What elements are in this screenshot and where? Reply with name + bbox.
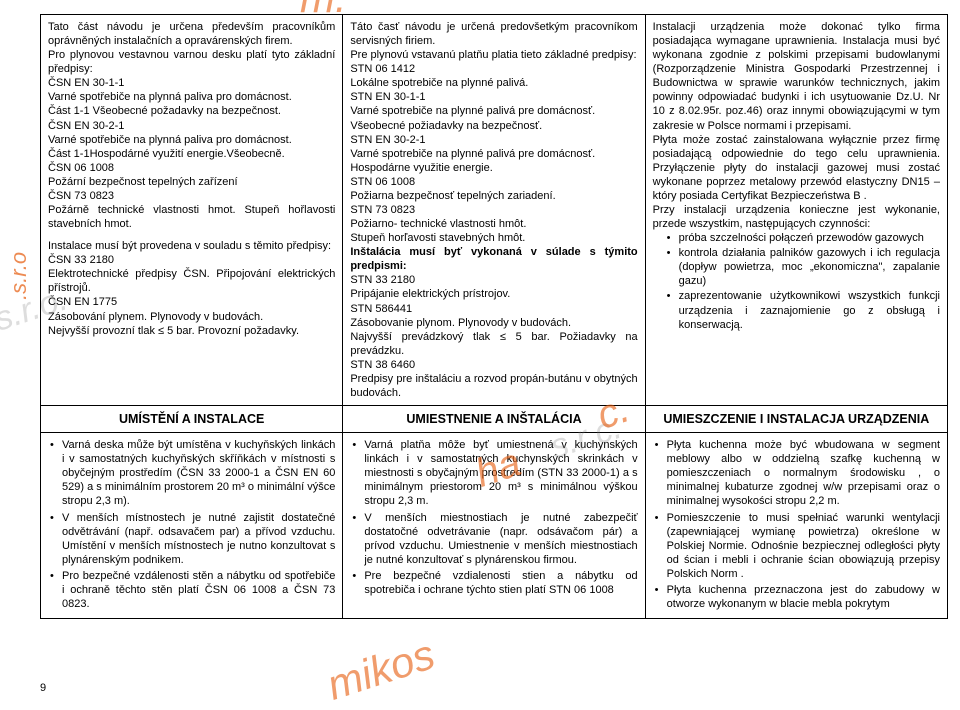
- c2-p14: Požiarno- technické vlastnosti hmôt.: [350, 217, 637, 231]
- c1-p10: Požární bezpečnost tepelných zařízení: [48, 175, 335, 189]
- watermark-mikos: mikos: [321, 630, 440, 710]
- c2-bb3: Pre bezpečné vzdialenosti stien a nábytk…: [350, 569, 637, 597]
- c1-p3: ČSN EN 30-1-1: [48, 76, 335, 90]
- c3-p1: Instalacji urządzenia może dokonać tylko…: [653, 20, 940, 133]
- c3-list: próba szczelności połączeń przewodów gaz…: [653, 231, 940, 332]
- c2-p3: STN 06 1412: [350, 62, 637, 76]
- c1-bb2: V menších místnostech je nutné zajistit …: [48, 511, 335, 567]
- col3-top: Instalacji urządzenia może dokonać tylko…: [645, 15, 947, 406]
- c1-bb1: Varná deska může být umístěna v kuchyňsk…: [48, 438, 335, 508]
- c1-p6: ČSN EN 30-2-1: [48, 119, 335, 133]
- c2-p19: STN 586441: [350, 302, 637, 316]
- c2-p6: Varné spotrebiče na plynné palivá pre do…: [350, 104, 637, 118]
- hdr3: UMIESZCZENIE I INSTALACJA URZĄDZENIA: [645, 406, 947, 433]
- c2-blist: Varná platňa môže byť umiestnená v kuchy…: [350, 438, 637, 597]
- c1-p15: Elektrotechnické předpisy ČSN. Připojová…: [48, 267, 335, 295]
- c2-p20: Zásobovanie plynom. Plynovody v budovách…: [350, 316, 637, 330]
- c1-p8: Část 1-1Hospodárné využití energie.Všeob…: [48, 147, 335, 161]
- c1-p7: Varné spotřebiče na plynná paliva pro do…: [48, 133, 335, 147]
- c1-p2: Pro plynovou vestavnou varnou desku plat…: [48, 48, 335, 76]
- c1-bb3: Pro bezpečné vzdálenosti stěn a nábytku …: [48, 569, 335, 611]
- c2-p7: Všeobecné požiadavky na bezpečnosť.: [350, 119, 637, 133]
- c3-bb3: Płyta kuchenna przeznaczona jest do zabu…: [653, 583, 940, 611]
- c2-p12: Požiarna bezpečnosť tepelných zariadení.: [350, 189, 637, 203]
- watermark-side: .s.r.o: [6, 252, 32, 300]
- c1-p12: Požárně technické vlastnosti hmot. Stupe…: [48, 203, 335, 231]
- c3-b3: zaprezentowanie użytkownikowi wszystkich…: [665, 289, 940, 331]
- hdr2: UMIESTNENIE A INŠTALÁCIA: [343, 406, 645, 433]
- c3-blist: Płyta kuchenna może być wbudowana w segm…: [653, 438, 940, 611]
- c3-b1: próba szczelności połączeń przewodów gaz…: [665, 231, 940, 245]
- c2-bb1: Varná platňa môže byť umiestnená v kuchy…: [350, 438, 637, 508]
- c1-p5: Část 1-1 Všeobecné požadavky na bezpečno…: [48, 104, 335, 118]
- c2-bb2: V menších miestnostiach je nutné zabezpe…: [350, 511, 637, 567]
- c1-p11: ČSN 73 0823: [48, 189, 335, 203]
- c3-bb1: Płyta kuchenna może być wbudowana w segm…: [653, 438, 940, 508]
- c2-p11: STN 06 1008: [350, 175, 637, 189]
- content-table: Tato část návodu je určena především pra…: [40, 14, 948, 619]
- c2-p9: Varné spotrebiče na plynné palivá pre do…: [350, 147, 637, 161]
- col1-bot: Varná deska může být umístěna v kuchyňsk…: [41, 433, 343, 619]
- c1-p17: Zásobování plynem. Plynovody v budovách.: [48, 310, 335, 324]
- c3-p2: Płyta może zostać zainstalowana wyłączni…: [653, 133, 940, 203]
- c1-blist: Varná deska může být umístěna v kuchyňsk…: [48, 438, 335, 611]
- c2-p21: Najvyšší prevádzkový tlak ≤ 5 bar. Požia…: [350, 330, 637, 358]
- col1-top: Tato část návodu je určena především pra…: [41, 15, 343, 406]
- col2-top: Táto časť návodu je určená predovšetkým …: [343, 15, 645, 406]
- col3-bot: Płyta kuchenna może być wbudowana w segm…: [645, 433, 947, 619]
- c1-p13: Instalace musí být provedena v souladu s…: [48, 239, 335, 253]
- c2-p16: Inštalácia musí byť vykonaná v súlade s …: [350, 245, 637, 273]
- c2-p1: Táto časť návodu je určená predovšetkým …: [350, 20, 637, 48]
- c2-p5: STN EN 30-1-1: [350, 90, 637, 104]
- c1-p16: ČSN EN 1775: [48, 295, 335, 309]
- c2-p23: Predpisy pre inštaláciu a rozvod propán-…: [350, 372, 637, 400]
- hdr1: UMÍSTĚNÍ A INSTALACE: [41, 406, 343, 433]
- c3-b2: kontrola działania palników gazowych i i…: [665, 246, 940, 288]
- c1-p14: ČSN 33 2180: [48, 253, 335, 267]
- c3-p3: Przy instalacji urządzenia konieczne jes…: [653, 203, 940, 231]
- c2-p10: Hospodárne využitie energie.: [350, 161, 637, 175]
- c1-p4: Varné spotřebiče na plynná paliva pro do…: [48, 90, 335, 104]
- col2-bot: Varná platňa môže byť umiestnená v kuchy…: [343, 433, 645, 619]
- c2-p15: Stupeň horľavosti stavebných hmôt.: [350, 231, 637, 245]
- c3-bb2: Pomieszczenie to musi spełniać warunki w…: [653, 511, 940, 581]
- c2-p4: Lokálne spotrebiče na plynné palivá.: [350, 76, 637, 90]
- c2-p17: STN 33 2180: [350, 273, 637, 287]
- c2-p2: Pre plynovú vstavanú platňu platia tieto…: [350, 48, 637, 62]
- c2-p18: Pripájanie elektrických prístrojov.: [350, 287, 637, 301]
- c2-p22: STN 38 6460: [350, 358, 637, 372]
- c1-p1: Tato část návodu je určena především pra…: [48, 20, 335, 48]
- c2-p8: STN EN 30-2-1: [350, 133, 637, 147]
- c1-p9: ČSN 06 1008: [48, 161, 335, 175]
- page-number: 9: [40, 682, 46, 694]
- c1-p18: Nejvyšší provozní tlak ≤ 5 bar. Provozní…: [48, 324, 335, 338]
- c2-p13: STN 73 0823: [350, 203, 637, 217]
